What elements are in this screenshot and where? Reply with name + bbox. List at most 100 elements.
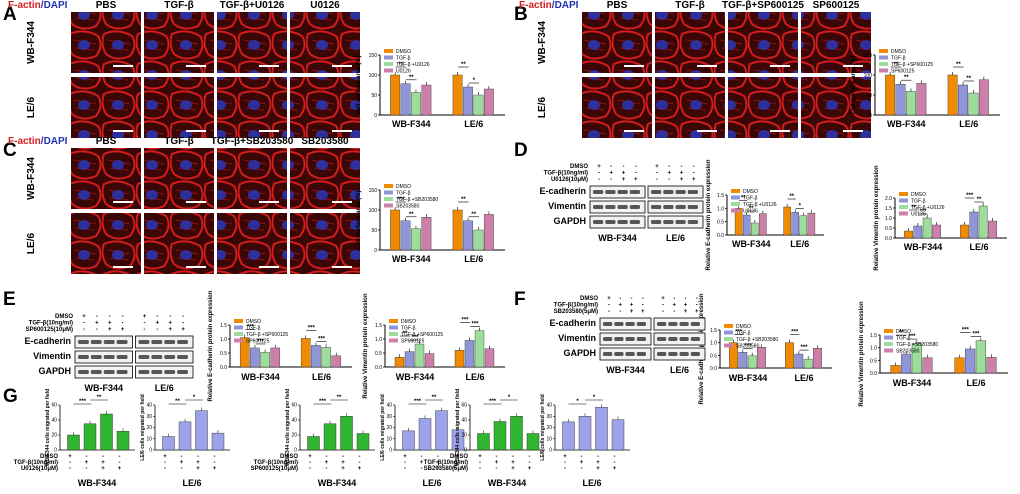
- bar-F-ecad-1-0: [785, 342, 794, 369]
- legend-label-F-vim-1: TGF-β: [896, 336, 911, 342]
- g-sign: +: [596, 460, 600, 466]
- bar-G3-1: [323, 423, 337, 451]
- sig-label-B-area-a0: **: [893, 62, 898, 68]
- y-tick-label-E-ecad: 1.0: [220, 337, 227, 343]
- bar-D-ecad-0-1: [742, 214, 751, 236]
- y-tick-label-F-vim: 0.0: [870, 371, 877, 377]
- bar-A-area-1-1: [463, 86, 473, 116]
- y-axis-label-D-vim: Relative Vimentin protein expression: [874, 165, 880, 271]
- g-sign: +: [453, 466, 457, 472]
- blot-sign: +: [661, 296, 665, 302]
- panel-letter-F: F: [514, 289, 526, 310]
- blot-sign: +: [680, 177, 684, 183]
- bar-E-vim-0-3: [424, 353, 435, 368]
- blot-sign: +: [680, 171, 684, 177]
- column-header-B-2: TGF-β+SP600125: [722, 0, 804, 11]
- g-sign: -: [326, 454, 328, 460]
- micrograph-A-r0-c3: [290, 12, 360, 73]
- legend-label-D-ecad-2: TGF-β +U0126: [743, 202, 777, 208]
- sig-label-E-ecad-a1: ***: [308, 325, 316, 331]
- sig-label-D-ecad-a1: **: [789, 194, 794, 200]
- bar-D-vim-1-2: [978, 205, 988, 239]
- bar-D-vim-1-0: [960, 224, 969, 239]
- sig-label-A-area-a0: **: [398, 62, 403, 68]
- blot-band: [629, 190, 640, 194]
- y-axis-label-G5: WB-F344 cells migrated per field: [455, 389, 461, 466]
- column-header-C-2: TGF-β+SB203580: [211, 136, 294, 147]
- bar-C-area-1-3: [483, 214, 494, 251]
- y-tick-label-G6: 10: [546, 436, 552, 442]
- g-sign: +: [101, 466, 105, 472]
- y-tick-label-G6: 30: [546, 414, 552, 420]
- g-sign: -: [581, 466, 583, 472]
- legend-swatch: [384, 184, 393, 188]
- blot-sign: -: [96, 314, 98, 320]
- g-sign: -: [197, 454, 199, 460]
- blot-cond-D-1: TGF-β(10ng/ml): [544, 171, 588, 177]
- legend-label-E-vim-2: TGF-β +SP600125: [401, 332, 443, 338]
- panel-letter-G: G: [3, 386, 18, 407]
- g-sign: -: [164, 460, 166, 466]
- g-sign: +: [341, 466, 345, 472]
- blot-band: [177, 355, 188, 359]
- legend-label-E-vim-3: SP600125: [401, 339, 425, 345]
- bar-E-ecad-1-0: [300, 338, 311, 368]
- blot-sign: -: [623, 164, 625, 170]
- bar-B-area-1-3: [978, 79, 989, 116]
- blot-band: [651, 220, 662, 224]
- column-header-A-2: TGF-β+U0126: [220, 0, 285, 11]
- blot-sign: +: [655, 164, 659, 170]
- legend-label-B-area-3: SP600125: [891, 69, 915, 75]
- micrograph-C-r1-c1: [144, 213, 214, 274]
- g-sign: +: [580, 460, 584, 466]
- bar-D-ecad-1-3: [807, 212, 816, 236]
- y-tick-label-F-ecad: 1.5: [710, 328, 717, 334]
- blot-band: [177, 370, 188, 374]
- micrograph-B-r1-c2: [728, 77, 798, 138]
- bar-G6-2: [595, 407, 608, 451]
- g-cond-0-1: TGF-β(10ng/ml): [14, 460, 58, 466]
- legend-swatch: [879, 55, 888, 60]
- blot-label-F-2: GAPDH: [563, 348, 596, 358]
- blot-band: [90, 370, 102, 374]
- y-axis-label-C-area: Cell surface area (%): [356, 190, 362, 249]
- blot-sign: +: [121, 327, 125, 333]
- g-sign: -: [214, 454, 216, 460]
- blot-group-D-1: LE/6: [666, 233, 685, 243]
- blot-cond-E-2: SP600125(10μM): [26, 327, 73, 333]
- blot-sign: -: [681, 164, 683, 170]
- y-axis-label-G6: LE/6 cells migrated per field: [540, 394, 546, 460]
- sig-label-G3-a: ***: [319, 399, 327, 405]
- sig-label-A-area-b0: **: [409, 75, 414, 81]
- legend-label-F-vim-3: SB203580: [896, 349, 920, 355]
- y-tick-label-G3: 20: [291, 433, 297, 439]
- x-category-F-ecad-1: LE/6: [794, 373, 813, 383]
- bar-D-vim-0-3: [932, 224, 941, 239]
- y-tick-label-B-area: 100: [864, 73, 873, 79]
- micrograph-A-r1-c2: [217, 77, 287, 138]
- blot-sign: -: [668, 164, 670, 170]
- g-sign: -: [597, 454, 599, 460]
- blot-sign: -: [619, 309, 621, 315]
- legend-swatch: [724, 330, 733, 335]
- row-label-C-0: WB-F344: [26, 157, 37, 200]
- blot-band: [605, 190, 616, 194]
- blot-band: [138, 355, 150, 359]
- blot-band: [177, 340, 188, 344]
- g-sign: -: [614, 454, 616, 460]
- column-header-A-3: U0126: [310, 0, 340, 11]
- y-tick-label-G1: 60: [51, 403, 57, 409]
- g-sign: +: [563, 454, 567, 460]
- blot-band: [675, 220, 686, 224]
- bar-E-vim-1-2: [474, 330, 485, 368]
- legend-label-D-ecad-3: U0126: [743, 209, 758, 215]
- panel-letter-A: A: [3, 4, 17, 25]
- blot-band: [617, 190, 628, 194]
- g-sign: -: [181, 454, 183, 460]
- row-label-A-1: LE/6: [26, 97, 37, 119]
- legend-swatch: [724, 337, 733, 341]
- y-tick-label-G4: 40: [386, 403, 392, 409]
- bar-E-vim-0-2: [414, 343, 425, 368]
- y-tick-label-G2: 30: [146, 414, 152, 420]
- g-sign: +: [196, 466, 200, 472]
